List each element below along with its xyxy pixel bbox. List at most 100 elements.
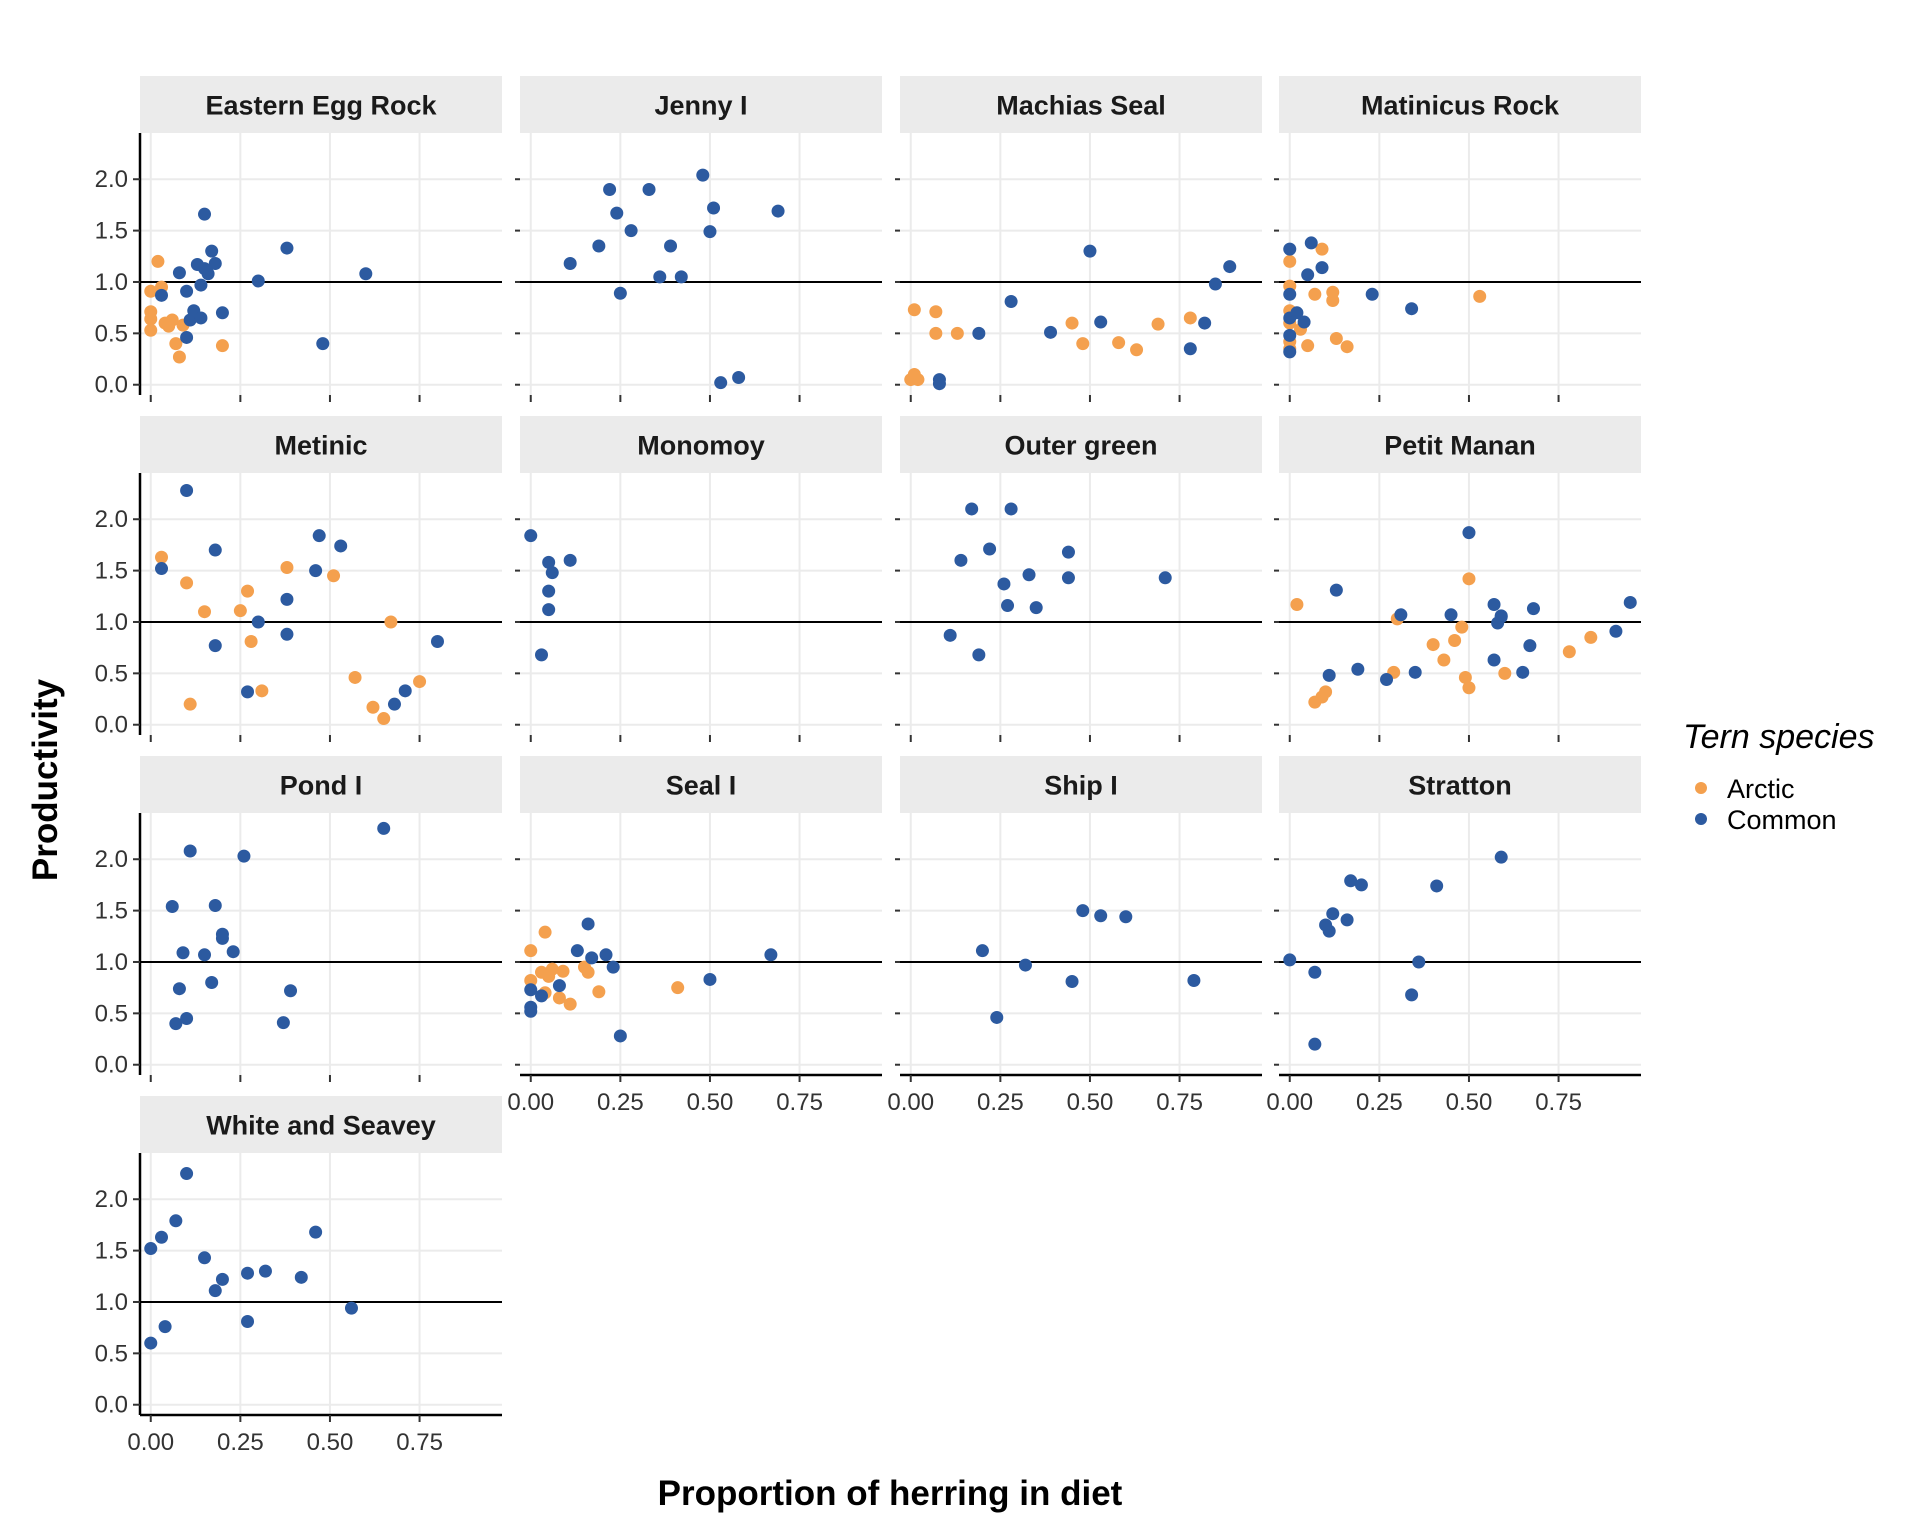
- data-point-common: [165, 899, 179, 913]
- data-point-arctic: [241, 584, 255, 598]
- data-point-common: [1290, 306, 1304, 320]
- panel-title: Machias Seal: [996, 91, 1166, 121]
- data-point-common: [1340, 913, 1354, 927]
- y-tick-label: 0.0: [95, 712, 128, 739]
- data-point-arctic: [169, 337, 183, 351]
- data-point-common: [155, 562, 169, 576]
- y-tick-label: 1.0: [95, 609, 128, 636]
- data-point-common: [226, 945, 240, 959]
- data-point-common: [1223, 260, 1237, 274]
- panel-strip: [140, 416, 502, 473]
- data-point-arctic: [280, 561, 294, 575]
- data-point-arctic: [907, 303, 921, 317]
- data-point-common: [251, 615, 265, 629]
- data-point-common: [563, 553, 577, 567]
- data-point-arctic: [1315, 242, 1329, 256]
- panel-title: Seal I: [666, 771, 737, 801]
- data-point-common: [1004, 502, 1018, 516]
- legend-key-arctic: [1695, 782, 1707, 794]
- data-point-common: [334, 539, 348, 553]
- data-point-common: [1061, 571, 1075, 585]
- data-point-arctic: [348, 670, 362, 684]
- data-point-arctic: [183, 697, 197, 711]
- data-point-common: [563, 256, 577, 270]
- data-point-common: [1187, 973, 1201, 987]
- data-point-arctic: [545, 962, 559, 976]
- data-point-common: [1344, 874, 1358, 888]
- panel-strip: [1279, 416, 1641, 473]
- data-point-common: [180, 330, 194, 344]
- data-point-common: [359, 267, 373, 281]
- panel-petit-manan: Petit Manan: [1274, 416, 1641, 742]
- panel-title: Monomoy: [637, 431, 765, 461]
- data-point-arctic: [327, 569, 341, 583]
- data-point-common: [1004, 295, 1018, 309]
- data-point-arctic: [1290, 598, 1304, 612]
- data-point-common: [1609, 624, 1623, 638]
- x-axis-title: Proportion of herring in diet: [658, 1474, 1123, 1513]
- data-point-common: [1083, 244, 1097, 258]
- panel-title: Stratton: [1408, 771, 1512, 801]
- data-point-common: [703, 225, 717, 239]
- data-point-common: [1076, 904, 1090, 918]
- data-point-arctic: [155, 550, 169, 564]
- panel-gridlines: [1279, 133, 1641, 395]
- data-point-common: [183, 844, 197, 858]
- data-point-common: [430, 635, 444, 649]
- data-point-common: [172, 982, 186, 996]
- data-point-common: [215, 931, 229, 945]
- legend: Tern species Arctic Common: [1683, 718, 1875, 835]
- panel-outer-green: Outer green: [895, 416, 1262, 742]
- data-point-common: [542, 603, 556, 617]
- data-point-common: [180, 483, 194, 497]
- data-point-common: [251, 274, 265, 288]
- data-point-common: [205, 976, 219, 990]
- data-point-common: [172, 266, 186, 280]
- data-point-common: [180, 1167, 194, 1181]
- data-point-common: [316, 337, 330, 351]
- data-point-common: [707, 201, 721, 215]
- data-point-common: [276, 1016, 290, 1030]
- data-point-common: [1351, 662, 1365, 676]
- data-point-common: [603, 183, 617, 197]
- panel-metinic: Metinic 0.0 0.5 1.0 1.5 2.0: [95, 416, 502, 742]
- panel-strip: [140, 76, 502, 133]
- data-point-arctic: [1462, 681, 1476, 695]
- data-point-common: [524, 529, 538, 543]
- data-point-arctic: [366, 700, 380, 714]
- panel-strip: [1279, 76, 1641, 133]
- panel-gridlines: [520, 813, 882, 1075]
- x-tick-label: 0.25: [597, 1089, 644, 1116]
- panel-jenny-i: Jenny I: [515, 76, 882, 402]
- data-point-common: [613, 286, 627, 300]
- data-point-common: [208, 543, 222, 557]
- data-point-common: [1208, 277, 1222, 291]
- panel-monomoy: Monomoy: [515, 416, 882, 742]
- data-point-common: [258, 1264, 272, 1278]
- data-point-common: [932, 377, 946, 391]
- data-point-common: [398, 684, 412, 698]
- panel-ship-i: Ship I 0.00 0.25 0.50 0.75: [887, 756, 1262, 1116]
- data-point-common: [1322, 668, 1336, 682]
- data-point-common: [1444, 608, 1458, 622]
- data-point-common: [714, 376, 728, 390]
- data-point-common: [1061, 545, 1075, 559]
- panel-title: Eastern Egg Rock: [205, 91, 437, 121]
- data-point-arctic: [1584, 630, 1598, 644]
- data-point-common: [155, 1230, 169, 1244]
- data-point-common: [613, 1029, 627, 1043]
- data-point-common: [180, 1011, 194, 1025]
- data-point-common: [241, 1266, 255, 1280]
- data-point-common: [972, 326, 986, 340]
- data-point-common: [237, 849, 251, 863]
- data-point-common: [1283, 328, 1297, 342]
- data-point-arctic: [377, 712, 391, 726]
- data-point-common: [284, 984, 298, 998]
- data-point-common: [542, 555, 556, 569]
- data-point-common: [771, 204, 785, 218]
- data-point-arctic: [144, 312, 158, 326]
- data-point-arctic: [538, 925, 552, 939]
- y-axis-title: Productivity: [26, 678, 65, 881]
- data-point-common: [280, 592, 294, 606]
- data-point-common: [294, 1270, 308, 1284]
